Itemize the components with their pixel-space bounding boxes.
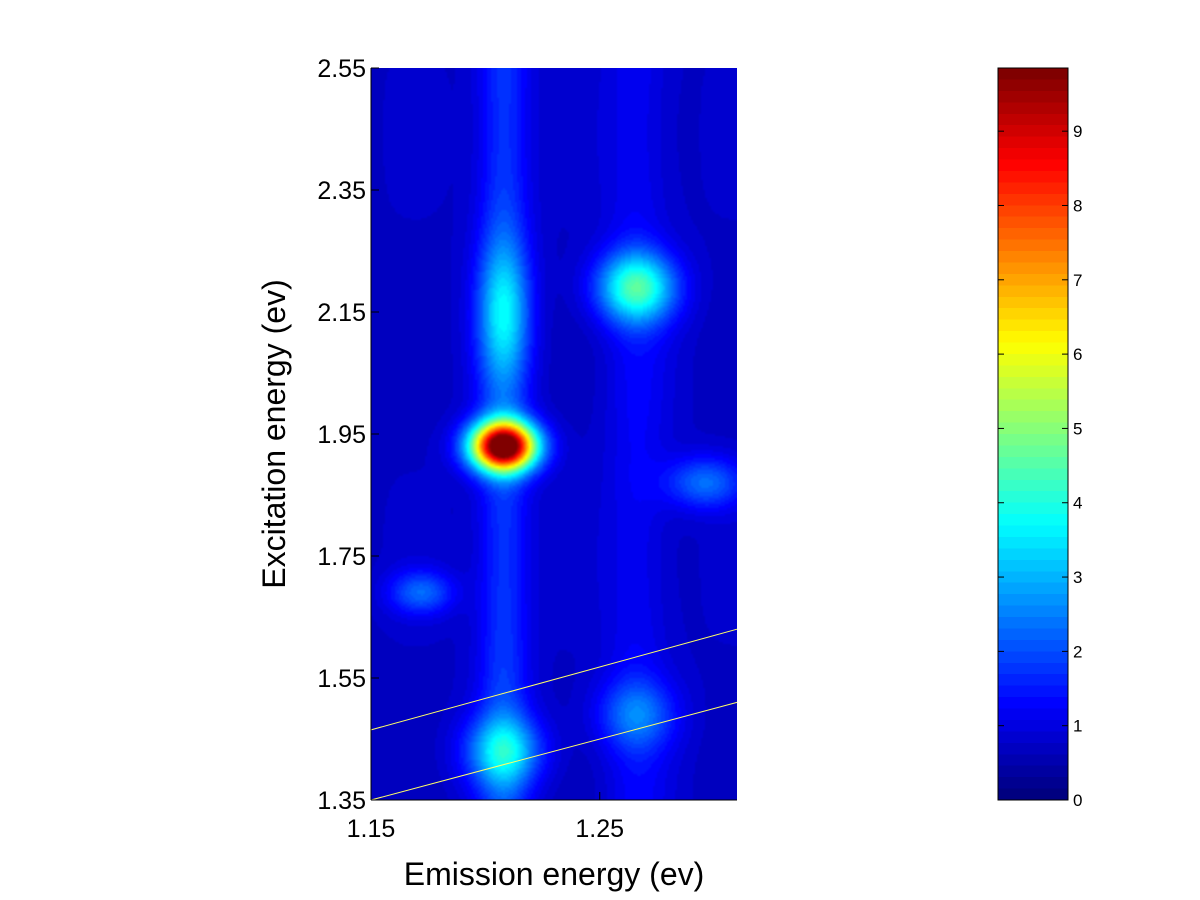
- colorbar-tick-label: 7: [1073, 271, 1082, 290]
- y-tick-label: 2.35: [317, 177, 366, 205]
- diagonal-lines: [370, 628, 738, 801]
- colorbar-tick-label: 5: [1073, 419, 1082, 438]
- colorbar-gradient: [998, 68, 1068, 800]
- colorbar-tick-label: 0: [1073, 791, 1082, 810]
- x-tick-label: 1.25: [575, 815, 624, 843]
- y-tick-label: 1.35: [317, 787, 366, 815]
- y-tick-label: 1.95: [317, 421, 366, 449]
- colorbar: 0 1 2 3 4 5 6 7 8 9: [997, 67, 1082, 810]
- colorbar-tick-label: 8: [1073, 196, 1082, 215]
- y-tick-label: 2.55: [317, 55, 366, 83]
- diagonal-line-2: [370, 701, 738, 801]
- colorbar-tick-label: 2: [1073, 642, 1082, 661]
- diagonal-line-1: [370, 628, 738, 731]
- colorbar-ticks: 0 1 2 3 4 5 6 7 8 9: [998, 122, 1082, 810]
- colorbar-tick-label: 9: [1073, 122, 1082, 141]
- y-tick-label: 1.75: [317, 543, 366, 571]
- x-axis-label: Emission energy (ev): [404, 856, 705, 892]
- y-axis-label: Excitation energy (ev): [256, 279, 292, 588]
- colorbar-tick-label: 3: [1073, 568, 1082, 587]
- heatmap-image: [371, 68, 737, 800]
- colorbar-tick-label: 1: [1073, 717, 1082, 736]
- heatmap-panel: 1.35 1.55 1.75 1.95 2.15 2.35 2.55 1.15 1.25: [317, 55, 738, 843]
- axes: 1.35 1.55 1.75 1.95 2.15 2.35 2.55 1.15 1.25: [317, 55, 737, 843]
- y-tick-label: 1.55: [317, 665, 366, 693]
- colorbar-tick-label: 6: [1073, 345, 1082, 364]
- colorbar-frame: [997, 67, 1069, 801]
- x-tick-label: 1.15: [347, 815, 396, 843]
- y-tick-label: 2.15: [317, 299, 366, 327]
- colorbar-tick-label: 4: [1073, 494, 1082, 513]
